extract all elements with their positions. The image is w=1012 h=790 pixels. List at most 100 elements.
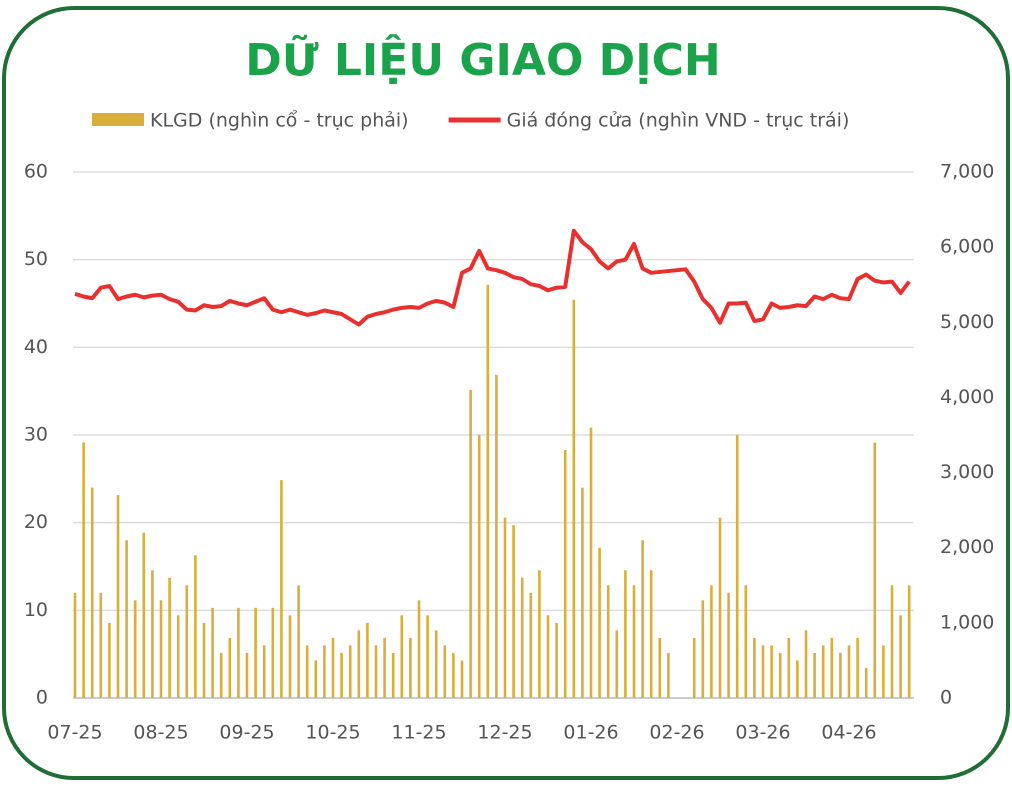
y2-tick-label: 6,000: [940, 236, 994, 258]
bar: [546, 615, 550, 698]
legend-label: KLGD (nghìn cổ - trục phải): [150, 110, 409, 132]
bar: [692, 637, 696, 698]
bar: [821, 645, 825, 698]
bar: [710, 585, 713, 698]
bar: [615, 630, 619, 698]
bar: [82, 442, 85, 698]
bar: [400, 615, 404, 698]
x-tick-label: 02-26: [649, 722, 704, 744]
bar: [529, 592, 533, 698]
bar: [366, 622, 369, 698]
legend-label: Giá đóng cửa (nghìn VND - trục trái): [507, 110, 850, 132]
bar: [469, 389, 472, 698]
y2-tick-label: 5,000: [940, 311, 994, 333]
bar: [305, 645, 309, 698]
y-tick-label: 50: [24, 248, 48, 270]
bar: [744, 585, 748, 698]
x-tick-label: 11-25: [391, 722, 446, 744]
bar: [262, 645, 266, 698]
bar: [847, 645, 851, 698]
bar: [73, 592, 77, 698]
bar: [512, 525, 515, 698]
bar: [90, 487, 94, 698]
bar: [495, 374, 498, 698]
y2-tick-label: 4,000: [940, 386, 994, 408]
bar: [796, 660, 799, 698]
bar: [228, 637, 232, 698]
bar: [477, 435, 481, 698]
bar: [168, 577, 171, 698]
bar: [357, 630, 361, 698]
bar: [185, 585, 189, 698]
bar: [434, 630, 438, 698]
price-line: [74, 228, 911, 327]
bar: [770, 645, 773, 698]
bar: [581, 487, 584, 698]
y-tick-label: 40: [24, 336, 48, 358]
bar: [641, 540, 644, 698]
bar: [314, 660, 318, 698]
bar: [572, 299, 576, 698]
x-tick-label: 03-26: [735, 722, 790, 744]
bar: [899, 615, 902, 698]
bar: [667, 652, 670, 698]
bar: [142, 532, 146, 698]
x-tick-label: 07-25: [47, 722, 102, 744]
y2-tick-label: 1,000: [940, 611, 994, 633]
bar: [254, 607, 257, 698]
bar: [778, 652, 782, 698]
bar: [245, 652, 249, 698]
bar: [108, 622, 111, 698]
bar: [417, 600, 421, 698]
bar: [280, 480, 283, 698]
bar: [907, 585, 911, 698]
bar: [658, 637, 662, 698]
bar: [323, 645, 326, 698]
y2-tick-label: 0: [940, 687, 952, 709]
y-tick-label: 20: [24, 511, 48, 533]
bar: [538, 570, 541, 698]
bar: [460, 660, 464, 698]
bar: [409, 637, 412, 698]
bar: [563, 450, 567, 698]
bar: [830, 637, 834, 698]
bar: [718, 517, 722, 698]
bar: [839, 652, 842, 698]
bar: [606, 585, 610, 698]
x-tick-label: 09-25: [219, 722, 274, 744]
bar: [856, 637, 859, 698]
bar: [383, 637, 386, 698]
bar: [753, 637, 756, 698]
bar: [882, 645, 885, 698]
bar: [520, 577, 524, 698]
bar: [486, 284, 490, 698]
bar: [443, 645, 447, 698]
chart-title: DỮ LIỆU GIAO DỊCH: [245, 33, 720, 86]
x-tick-label: 01-26: [563, 722, 618, 744]
bar: [701, 600, 705, 698]
bar: [649, 570, 653, 698]
bar: [194, 555, 197, 698]
bar: [202, 622, 206, 698]
bar: [297, 585, 300, 698]
bar: [151, 570, 154, 698]
bar: [873, 442, 877, 698]
bar: [159, 600, 163, 698]
bar: [288, 615, 292, 698]
bar: [125, 540, 128, 698]
bar: [787, 637, 791, 698]
y-tick-label: 30: [24, 424, 48, 446]
bar: [761, 645, 765, 698]
bar: [348, 645, 352, 698]
x-tick-label: 04-26: [821, 722, 876, 744]
bar: [237, 607, 240, 698]
bar: [391, 652, 395, 698]
bar: [133, 600, 137, 698]
x-tick-label: 10-25: [305, 722, 360, 744]
bar: [271, 607, 275, 698]
bar: [890, 585, 894, 698]
bar: [632, 585, 636, 698]
bar: [727, 592, 730, 698]
bar: [735, 435, 739, 698]
